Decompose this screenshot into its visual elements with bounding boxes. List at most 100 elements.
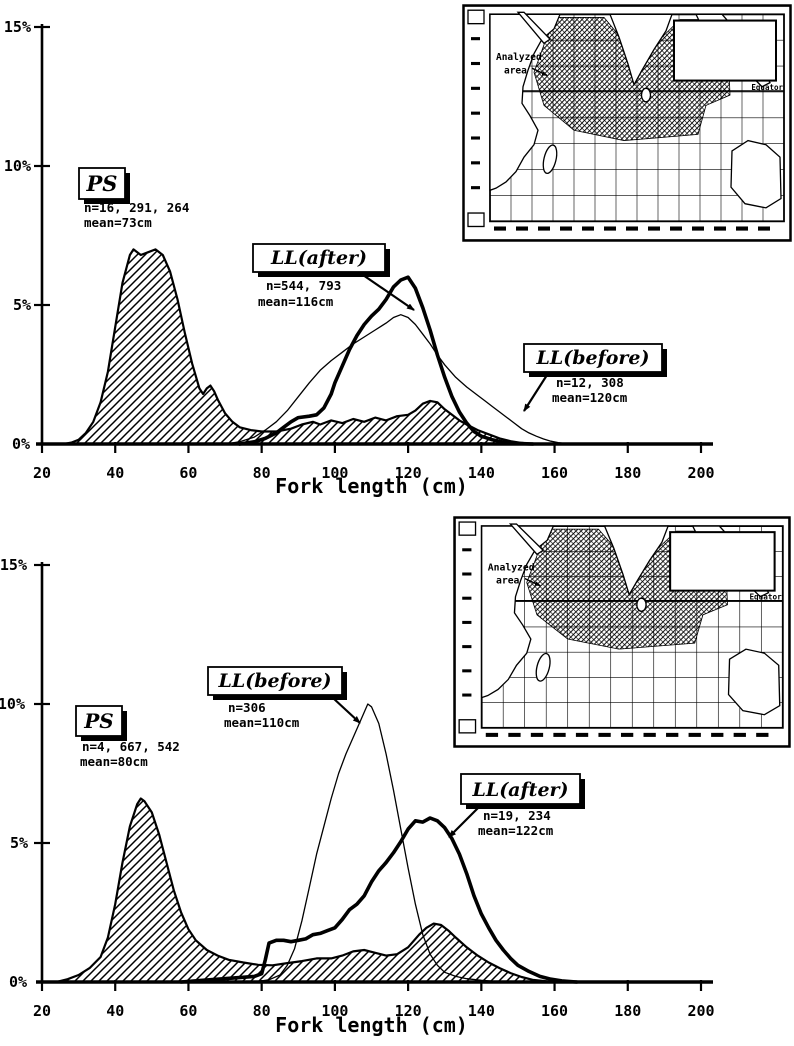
series-ll-before-line bbox=[253, 703, 512, 983]
x-tick-label: 180 bbox=[614, 1002, 641, 1020]
map-bottom-tick bbox=[643, 732, 656, 737]
map-bottom-tick bbox=[530, 732, 544, 737]
analyzed-area-arrow bbox=[531, 67, 548, 77]
x-tick-label: 140 bbox=[468, 464, 495, 482]
sri-lanka-island bbox=[636, 597, 647, 612]
analyzed-area-arrow bbox=[524, 577, 541, 587]
panel-top-distribution: Analyzed area Equator 15% 10% 5% 0%20 40 60 80 100… bbox=[4, 4, 792, 498]
x-tick-label: 120 bbox=[395, 1002, 422, 1020]
x-tick-label: 100 bbox=[321, 464, 348, 482]
series-ps-hatched-area bbox=[55, 797, 560, 984]
map-left-tick bbox=[471, 37, 480, 41]
australia-landmass bbox=[730, 139, 782, 209]
x-tick-label: 20 bbox=[33, 1002, 51, 1020]
map-bottom-tick bbox=[733, 732, 746, 737]
annotation-box bbox=[460, 773, 581, 805]
map-bottom-tick bbox=[560, 226, 572, 231]
annotation-box bbox=[78, 167, 126, 200]
map-bottom-tick bbox=[670, 226, 682, 231]
map-axis-tick-marks bbox=[462, 548, 769, 737]
map-axis-tick-marks bbox=[471, 37, 770, 231]
map-left-tick bbox=[471, 136, 480, 140]
x-tick-label: 160 bbox=[541, 464, 568, 482]
map-bottom-tick bbox=[756, 732, 769, 737]
annotation-series-label: LL(after) bbox=[471, 779, 568, 801]
y-tick-label: 15% bbox=[4, 18, 31, 36]
annotation-pointer-arrow bbox=[332, 697, 361, 724]
annotation-mean-length: mean=120cm bbox=[552, 390, 628, 405]
x-tick-label: 200 bbox=[687, 464, 714, 482]
map-bottom-tick bbox=[692, 226, 704, 231]
map-inset: Analyzed area Equator bbox=[453, 516, 791, 748]
map-bottom-tick bbox=[516, 226, 528, 231]
x-tick-label: 40 bbox=[106, 1002, 124, 1020]
x-tick-label: 200 bbox=[687, 1002, 714, 1020]
map-corner-box bbox=[458, 719, 477, 734]
map-bottom-tick bbox=[648, 226, 660, 231]
map-bottom-tick bbox=[494, 226, 506, 231]
map-bottom-tick bbox=[485, 732, 499, 737]
map-north-box bbox=[458, 521, 477, 536]
x-axis-title: Fork length (cm) bbox=[275, 1013, 468, 1037]
map-corner-box bbox=[467, 212, 485, 228]
map-bottom-tick bbox=[666, 732, 679, 737]
map-left-tick bbox=[462, 645, 472, 649]
annotation-mean-length: mean=116cm bbox=[258, 294, 334, 309]
annotation-sample-size: n=16, 291, 264 bbox=[84, 200, 189, 215]
map-left-tick bbox=[462, 620, 472, 624]
x-tick-label: 80 bbox=[253, 1002, 271, 1020]
x-tick-label: 140 bbox=[468, 1002, 495, 1020]
map-bottom-tick bbox=[688, 732, 701, 737]
annotation-series-label: LL(before) bbox=[535, 347, 649, 369]
x-tick-label: 80 bbox=[253, 464, 271, 482]
annotation-sample-size: n=12, 308 bbox=[556, 375, 624, 390]
map-left-tick bbox=[471, 86, 480, 90]
analyzed-area-label-line1: Analyzed bbox=[488, 563, 535, 574]
annotation-series-label: LL(before) bbox=[217, 670, 331, 692]
map-bottom-tick bbox=[575, 732, 589, 737]
red-sea-channel bbox=[516, 11, 552, 45]
australia-landmass bbox=[727, 648, 781, 716]
y-tick-label: 10% bbox=[0, 695, 25, 713]
analyzed-area-label-line2: area bbox=[496, 576, 520, 587]
panel-bottom-distribution: Analyzed area Equator 15% 10% 5% 0% 20 40 60 80 100… bbox=[0, 516, 791, 1037]
equator-label: Equator bbox=[749, 593, 782, 602]
map-left-tick bbox=[471, 111, 480, 115]
analyzed-area-label-line1: Analyzed bbox=[496, 52, 542, 63]
annotation-sample-size: n=306 bbox=[228, 700, 266, 715]
y-tick-label: 15% bbox=[0, 556, 27, 574]
map-bottom-tick bbox=[553, 732, 566, 737]
map-left-tick bbox=[471, 186, 480, 190]
india-landmass bbox=[609, 13, 673, 87]
map-bottom-tick bbox=[758, 226, 770, 231]
map-bottom-tick bbox=[714, 226, 726, 231]
y-tick-label: 5% bbox=[10, 834, 28, 852]
madagascar-island bbox=[535, 652, 551, 682]
annotation-pointer-arrow bbox=[362, 274, 415, 311]
map-legend-box bbox=[669, 531, 776, 592]
x-tick-label: 20 bbox=[33, 464, 51, 482]
axes: 15%10%5%0%20 40 60 80 100 120 140 160 180 200Fork… bbox=[0, 556, 715, 1037]
y-tick-label: 10% bbox=[4, 157, 31, 175]
series-ll-after-line bbox=[237, 275, 535, 446]
red-sea-channel bbox=[508, 523, 545, 556]
annotation-mean-length: mean=73cm bbox=[84, 215, 152, 230]
annotation-sample-size: n=544, 793 bbox=[266, 278, 341, 293]
annotation-box bbox=[75, 705, 123, 737]
analyzed-area-label-line2: area bbox=[504, 65, 527, 76]
map-left-tick bbox=[462, 596, 472, 600]
map-bottom-tick bbox=[626, 226, 638, 231]
y-tick-label: 5% bbox=[13, 296, 31, 314]
annotation-pointer-arrow bbox=[523, 374, 548, 412]
x-tick-label: 60 bbox=[179, 464, 197, 482]
axes: 15%10%5%0%20 40 60 80 100 120 140 160 180 200Fork… bbox=[4, 18, 715, 498]
annotation-series-label: LL(after) bbox=[270, 247, 367, 269]
x-tick-label: 100 bbox=[321, 1002, 348, 1020]
